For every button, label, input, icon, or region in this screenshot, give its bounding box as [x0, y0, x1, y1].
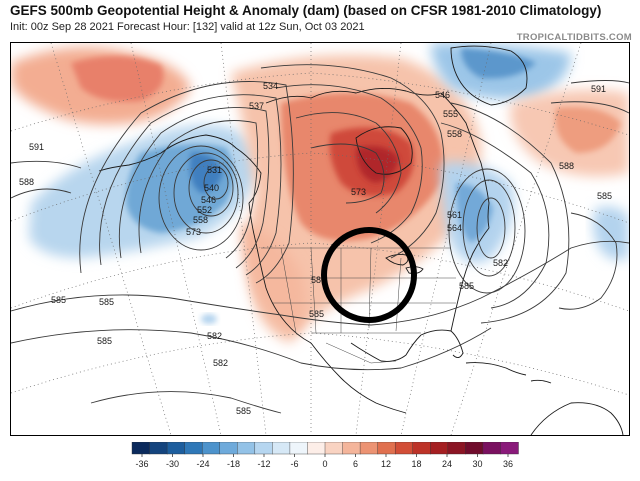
colorbar: -36 -30 -24 -18 -12 -6 0 6 12 18 24 30 36	[130, 441, 520, 481]
contour-label: 58	[311, 275, 321, 285]
contour-label: 588	[559, 161, 574, 171]
contour-label: 552	[197, 205, 212, 215]
colorbar-tick-label: 24	[442, 459, 452, 469]
contour-label: 537	[249, 101, 264, 111]
colorbar-tick-label: 0	[322, 459, 327, 469]
colorbar-swatch	[394, 441, 414, 455]
contour-label: 585	[309, 309, 324, 319]
contour-label: 558	[193, 215, 208, 225]
contour-label: 555	[443, 109, 458, 119]
contour-label: 591	[591, 84, 606, 94]
contour-label: 591	[29, 142, 44, 152]
colorbar-swatch	[254, 441, 274, 455]
contour-label: 534	[263, 81, 278, 91]
chart-title: GEFS 500mb Geopotential Height & Anomaly…	[10, 3, 602, 18]
colorbar-tick-label: -6	[290, 459, 298, 469]
contour-label: 585	[459, 281, 474, 291]
colorbar-tick-label: -12	[257, 459, 270, 469]
contour-label: 540	[204, 183, 219, 193]
colorbar-swatch	[307, 441, 326, 455]
height-contours	[11, 64, 629, 414]
contour-label: 582	[213, 358, 228, 368]
colorbar-swatch	[149, 441, 168, 455]
map-panel: 591 588 531 540 546 552 558 573 585 582 …	[10, 42, 630, 436]
colorbar-swatch	[342, 441, 361, 455]
contour-label: 558	[447, 129, 462, 139]
chart-subtitle: Init: 00z Sep 28 2021 Forecast Hour: [13…	[10, 21, 365, 33]
contour-label: 582	[207, 331, 222, 341]
colorbar-tick-label: -18	[227, 459, 240, 469]
political-borders	[261, 247, 456, 364]
colorbar-swatch	[359, 441, 379, 455]
colorbar-swatch	[131, 441, 151, 455]
coastlines	[98, 45, 624, 435]
colorbar-swatch	[324, 441, 344, 455]
colorbar-swatch	[184, 441, 203, 455]
colorbar-tick-label: -24	[196, 459, 209, 469]
colorbar-swatch	[166, 441, 186, 455]
contour-label: 585	[597, 191, 612, 201]
map-canvas: 591 588 531 540 546 552 558 573 585 582 …	[11, 43, 629, 435]
colorbar-ticks: -36 -30 -24 -18 -12 -6 0 6 12 18 24 30 36	[135, 454, 513, 469]
colorbar-swatch	[500, 441, 519, 455]
colorbar-swatch	[447, 441, 467, 455]
colorbar-swatch	[430, 441, 449, 455]
colorbar-tick-label: -30	[166, 459, 179, 469]
colorbar-graphic: -36 -30 -24 -18 -12 -6 0 6 12 18 24 30 36	[131, 441, 519, 469]
contour-label: 546	[201, 195, 216, 205]
colorbar-swatch	[289, 441, 309, 455]
contour-label: 585	[97, 336, 112, 346]
contour-label: 561	[447, 210, 462, 220]
contour-label: 588	[19, 177, 34, 187]
contour-label: 585	[236, 406, 251, 416]
contour-label: 573	[351, 187, 366, 197]
contour-label: 546	[435, 90, 450, 100]
colorbar-swatch	[219, 441, 238, 455]
contour-label: 585	[99, 297, 114, 307]
contour-label: 585	[51, 295, 66, 305]
contour-label: 582	[493, 258, 508, 268]
contour-label: 564	[447, 223, 462, 233]
colorbar-swatch	[201, 441, 221, 455]
colorbar-swatch	[237, 441, 256, 455]
contour-label: 531	[207, 165, 222, 175]
highlight-circle	[321, 227, 417, 323]
colorbar-swatch	[272, 441, 291, 455]
colorbar-tick-label: 12	[381, 459, 391, 469]
anomaly-shading	[11, 43, 629, 344]
colorbar-tick-label: 18	[411, 459, 421, 469]
contour-labels: 591 588 531 540 546 552 558 573 585 582 …	[19, 81, 612, 416]
colorbar-tick-label: 36	[503, 459, 513, 469]
colorbar-tick-label: 6	[353, 459, 358, 469]
colorbar-swatch	[465, 441, 484, 455]
colorbar-swatch	[412, 441, 431, 455]
colorbar-tick-label: -36	[135, 459, 148, 469]
brand-watermark: TROPICALTIDBITS.COM	[516, 32, 632, 43]
contour-label: 573	[186, 227, 201, 237]
colorbar-swatch	[482, 441, 502, 455]
colorbar-swatches	[131, 441, 519, 455]
colorbar-swatch	[377, 441, 396, 455]
colorbar-tick-label: 30	[472, 459, 482, 469]
